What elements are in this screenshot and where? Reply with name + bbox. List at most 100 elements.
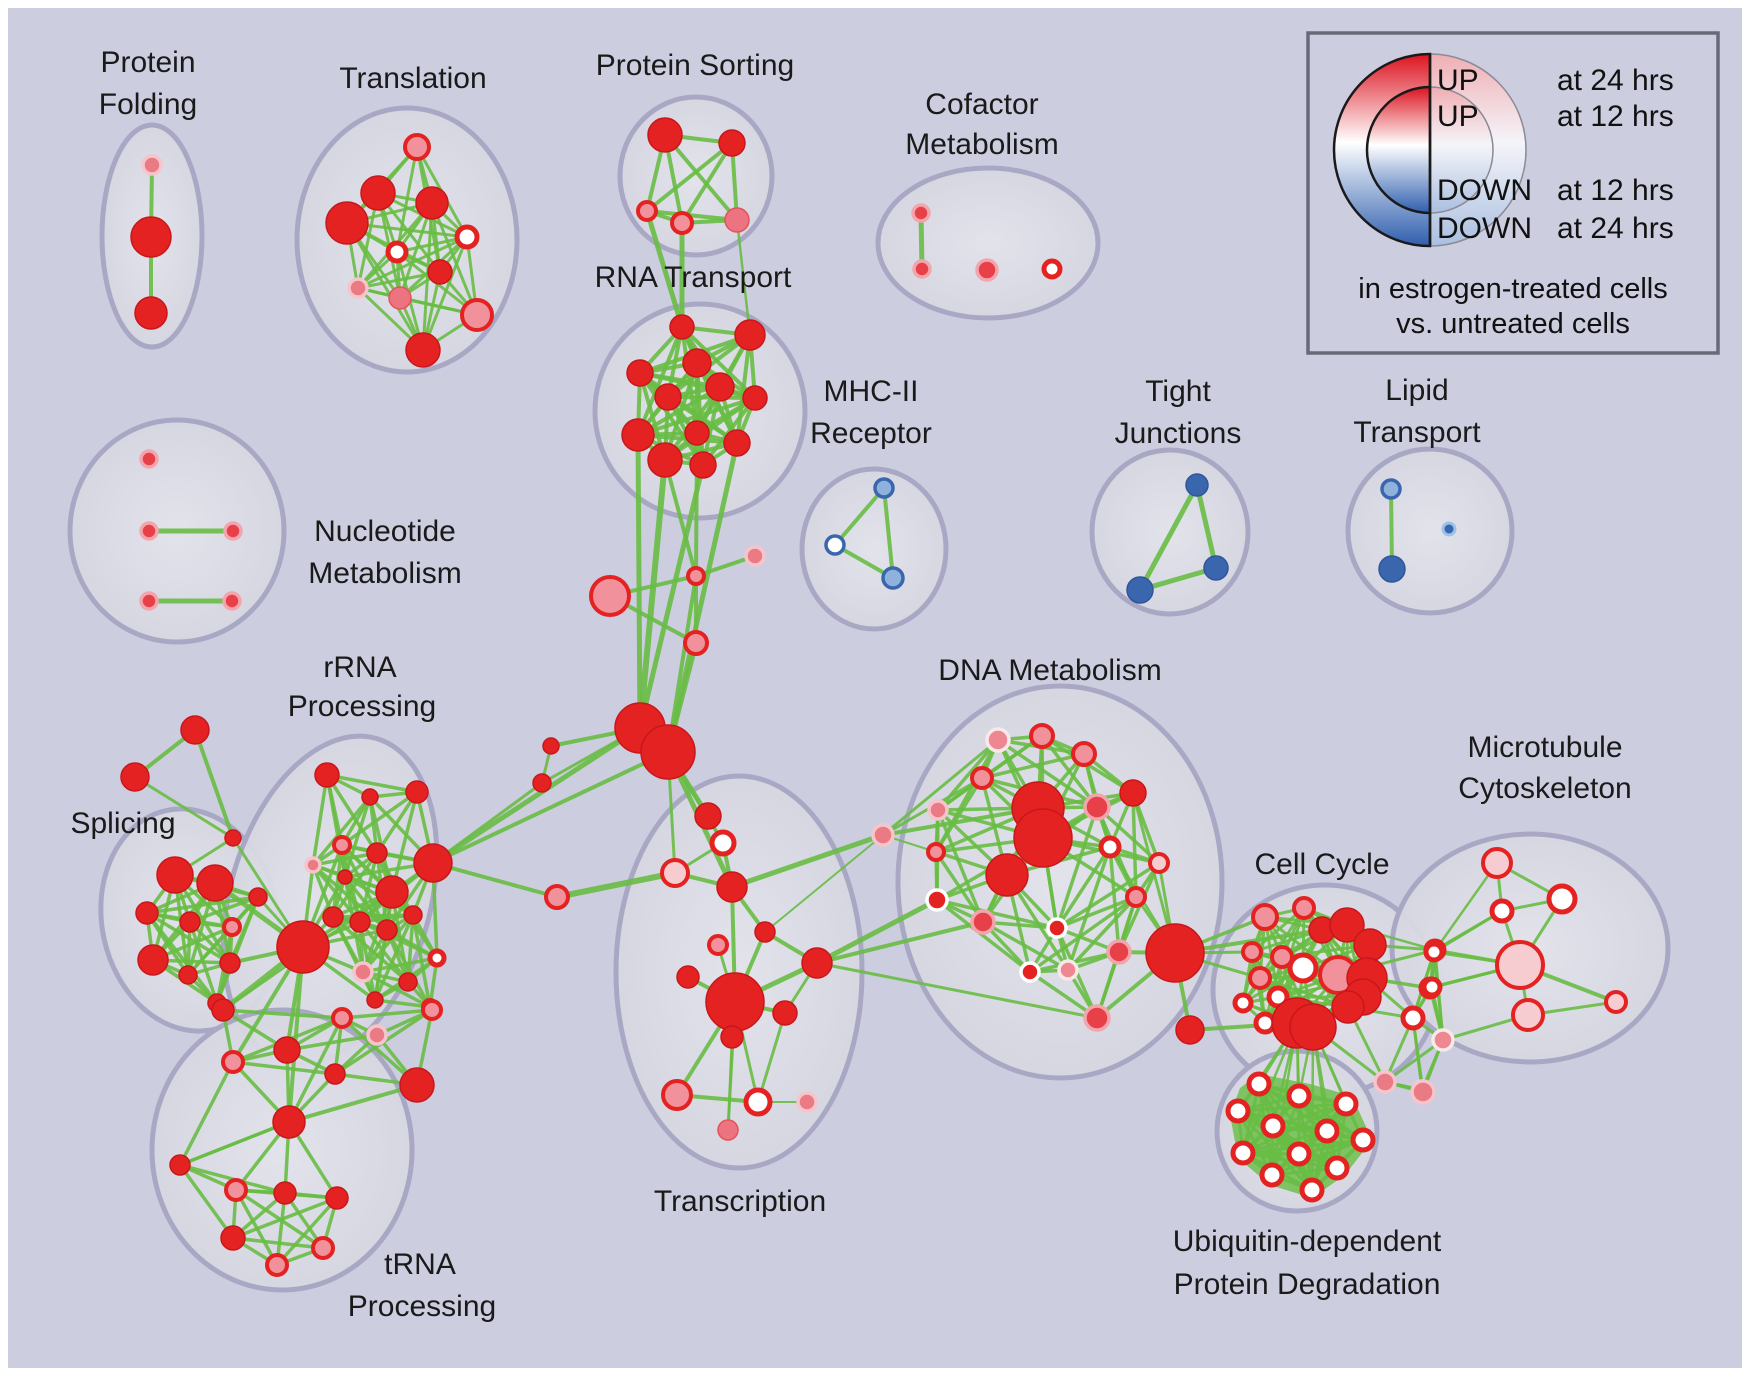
cluster-tn-ellipse: [149, 1007, 415, 1293]
edge: [663, 458, 698, 578]
gene-node: [388, 286, 412, 310]
edge: [361, 956, 439, 974]
gene-node: [871, 823, 895, 847]
cluster-ps-ellipse: [617, 94, 775, 258]
gene-node: [399, 1067, 435, 1103]
gene-node: [709, 829, 737, 857]
gene-node: [1314, 1118, 1340, 1144]
cluster-label-lt: Transport: [1353, 416, 1481, 449]
gene-node: [717, 1119, 739, 1141]
gene-node: [1148, 852, 1170, 874]
gene-node: [975, 258, 999, 282]
gene-node: [824, 534, 846, 556]
cluster-label-rr: Processing: [288, 690, 436, 723]
edge: [193, 728, 235, 840]
legend-up-24-label: UP: [1437, 64, 1479, 97]
edge: [935, 898, 1059, 930]
edge: [637, 462, 706, 731]
gene-node: [705, 972, 765, 1032]
gene-node: [322, 906, 344, 928]
gene-node: [772, 1000, 798, 1026]
cluster-label-tj: Junctions: [1115, 417, 1242, 450]
gene-node: [647, 117, 683, 153]
gene-node: [654, 383, 682, 411]
gene-node: [1083, 793, 1111, 821]
gene-node: [970, 766, 994, 790]
gene-node: [130, 216, 172, 258]
edge: [554, 870, 678, 900]
cluster-label-mh: MHC-II: [824, 375, 919, 408]
gene-node: [686, 566, 706, 586]
edge: [325, 773, 419, 794]
gene-node: [137, 944, 169, 976]
edge: [729, 832, 886, 890]
legend-caption-line2: vs. untreated cells: [1396, 308, 1630, 340]
gene-node: [219, 952, 241, 974]
gene-node: [1495, 940, 1545, 990]
gene-node: [337, 869, 353, 885]
gene-node: [985, 853, 1029, 897]
gene-node: [325, 201, 369, 245]
edge: [1066, 895, 1138, 972]
edge: [340, 790, 419, 847]
gene-node: [1333, 1091, 1359, 1117]
gene-node: [405, 332, 441, 368]
gene-node: [1230, 1140, 1256, 1166]
gene-node: [178, 965, 198, 985]
edge: [644, 208, 685, 330]
cluster-label-tr: Translation: [339, 62, 486, 95]
gene-node: [724, 207, 750, 233]
gene-node: [1421, 976, 1443, 998]
gene-node: [544, 884, 570, 910]
gene-node: [925, 888, 949, 912]
cluster-label-sp: Splicing: [70, 807, 175, 840]
edge: [311, 795, 372, 867]
gene-node: [180, 715, 210, 745]
gene-node: [1286, 1141, 1312, 1167]
edge: [345, 221, 425, 352]
gene-node: [1260, 1113, 1286, 1139]
gene-node: [1400, 1005, 1426, 1031]
gene-node: [1251, 903, 1279, 931]
cluster-label-pf: Protein: [100, 46, 195, 79]
edge: [275, 1191, 287, 1267]
gene-node: [676, 965, 700, 989]
legend-gradient-disc: [1429, 86, 1494, 214]
gene-node: [716, 871, 748, 903]
cluster-label-ub: Protein Degradation: [1174, 1268, 1441, 1301]
cluster-mh-ellipse: [799, 466, 949, 632]
edge: [1432, 950, 1445, 1042]
cluster-label-rt: RNA Transport: [595, 261, 792, 294]
edge: [1432, 861, 1499, 954]
edge: [663, 133, 739, 222]
cluster-label-mh: Receptor: [810, 417, 932, 450]
cluster-label-ub: Ubiquitin-dependent: [1173, 1225, 1442, 1258]
gene-node: [640, 724, 696, 780]
cluster-cm-ellipse: [875, 165, 1101, 321]
gene-node: [325, 1186, 349, 1210]
legend-down-12-time: at 12 hrs: [1557, 174, 1674, 207]
cluster-label-mt: Microtubule: [1467, 731, 1622, 764]
edge: [430, 201, 479, 317]
edge: [375, 790, 419, 855]
gene-node: [375, 875, 409, 909]
edge: [1028, 895, 1138, 974]
gene-node: [926, 842, 946, 862]
gene-node: [744, 545, 766, 567]
gene-node: [683, 630, 709, 656]
gene-node: [1410, 1079, 1436, 1105]
gene-node: [1145, 923, 1205, 983]
cluster-label-cm: Cofactor: [925, 88, 1038, 121]
gene-node: [718, 129, 746, 157]
edge: [356, 270, 442, 290]
edge: [325, 773, 379, 855]
gene-node: [1324, 1155, 1350, 1181]
gene-node: [1232, 992, 1254, 1014]
edge: [815, 961, 1099, 1020]
cluster-label-tj: Tight: [1145, 375, 1211, 408]
cluster-label-dm: DNA Metabolism: [938, 654, 1161, 687]
gene-node: [1013, 808, 1073, 868]
legend-up-12-label: UP: [1437, 100, 1479, 133]
legend-down-24-label: DOWN: [1437, 212, 1532, 245]
edge: [1055, 845, 1112, 930]
